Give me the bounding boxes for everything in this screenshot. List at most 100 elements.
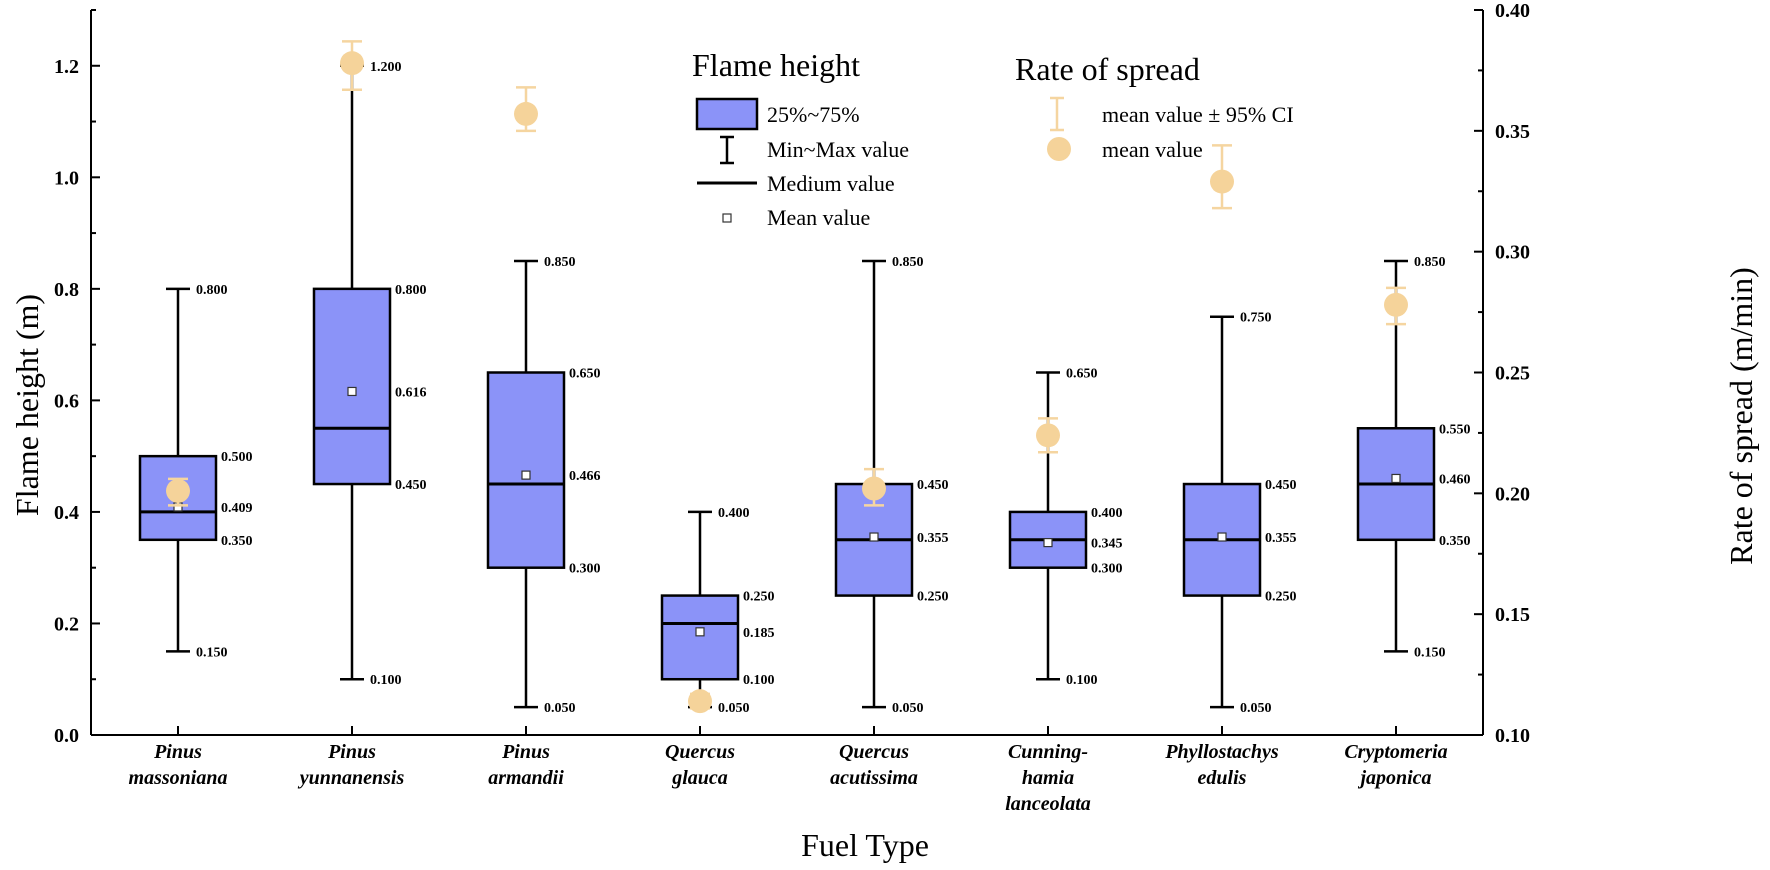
right-tick-label: 0.20 [1495,483,1530,505]
ros-mean-marker [166,478,190,503]
box-plot: 1.200 0.800 0.616 0.450 0.100 [312,60,427,688]
q1-label: 0.350 [221,534,253,549]
category-label: acutissima [830,767,918,789]
right-tick-label: 0.25 [1495,363,1530,385]
min-label: 0.100 [370,673,402,688]
right-tick-label: 0.40 [1495,0,1530,22]
right-tick-label: 0.15 [1495,604,1530,626]
q3-label: 0.450 [917,478,949,493]
box-plot: 0.750 0.450 0.355 0.250 0.050 [1182,311,1297,716]
ros-point [514,86,538,133]
mean-label: 0.460 [1439,472,1471,487]
ros-mean-marker [340,51,364,76]
left-tick-label: 0.4 [54,502,79,524]
ros-point [340,40,364,91]
max-label: 0.800 [196,283,228,298]
mean-marker [1391,473,1401,484]
iqr-box [312,287,392,486]
q3-label: 0.800 [395,283,427,298]
category-label: Quercus [665,741,735,763]
category-label: hamia [1022,767,1074,789]
q3-label: 0.500 [221,450,253,465]
iqr-box [660,594,740,681]
legend: Flame height 25%~75% Min~Max value Medium v… [692,47,1294,230]
q1-label: 0.250 [1265,590,1297,605]
mean-label: 0.185 [743,626,775,641]
max-label: 0.750 [1240,311,1272,326]
category-label: Quercus [839,741,909,763]
ros-mean-marker [862,476,886,501]
legend-mean-dot [1047,137,1071,161]
ros-point [1210,144,1234,210]
min-label: 0.100 [1066,673,1098,688]
left-tick-label: 1.2 [54,56,79,78]
q1-label: 0.100 [743,673,775,688]
box-plots: 0.800 0.500 0.409 0.350 0.150 1.200 0.800 0.616… [138,60,1471,716]
max-label: 0.400 [718,506,750,521]
mean-marker [695,627,705,637]
max-label: 0.850 [892,255,924,270]
q1-label: 0.350 [1439,534,1471,549]
category-label: Phyllostachys [1164,741,1279,763]
ros-mean-marker [1036,423,1060,448]
left-tick-label: 0.0 [54,725,79,747]
category-label: Pinus [501,741,550,763]
ros-mean-marker [1384,292,1408,317]
mean-label: 0.466 [569,469,601,484]
right-tick-label: 0.30 [1495,242,1530,264]
x-axis-title: Fuel Type [801,827,929,863]
q1-label: 0.300 [569,562,601,577]
q3-label: 0.450 [1265,478,1297,493]
ros-point [862,467,886,507]
mean-label: 0.409 [221,501,253,516]
ros-point [1384,286,1408,326]
right-tick-label: 0.35 [1495,121,1530,143]
y-axis-title-right: Rate of spread (m/min) [1723,267,1759,565]
q3-label: 0.550 [1439,422,1471,437]
left-tick-label: 1.0 [54,167,79,189]
legend-box-swatch [695,97,759,131]
ros-point [1036,417,1060,454]
iqr-box [486,371,566,569]
left-tick-label: 0.2 [54,613,79,635]
legend-item: mean value [1102,137,1203,162]
box-plot: 0.850 0.550 0.460 0.350 0.150 [1356,255,1471,660]
left-tick-label: 0.6 [54,390,79,412]
ros-point [688,689,712,714]
q3-label: 0.650 [569,367,601,382]
min-label: 0.050 [718,701,750,716]
q3-label: 0.400 [1091,506,1123,521]
mean-marker [347,386,357,397]
mean-marker [869,532,879,542]
box-plot: 0.850 0.650 0.466 0.300 0.050 [486,255,601,716]
category-label: glauca [671,767,728,789]
min-label: 0.150 [1414,645,1446,660]
max-label: 0.650 [1066,367,1098,382]
q1-label: 0.250 [917,590,949,605]
max-label: 1.200 [370,60,402,75]
flame-legend-title: Flame height [692,47,860,83]
category-label: Pinus [327,741,376,763]
right-tick-label: 0.10 [1495,725,1530,747]
category-label: japonica [1357,767,1431,789]
max-label: 0.850 [544,255,576,270]
max-label: 0.850 [1414,255,1446,270]
category-label: edulis [1198,767,1247,789]
ticks: 0.0 0.2 0.4 0.6 0.8 1.0 1.2 0.10 0.15 0.20 0.25 0.3… [54,0,1530,747]
ros-mean-marker [1210,169,1234,194]
rate-of-spread-markers [166,40,1408,714]
legend-item: Min~Max value [767,137,909,162]
mean-label: 0.616 [395,385,427,400]
ros-legend-title: Rate of spread [1015,51,1200,87]
box-plot: 0.650 0.400 0.345 0.300 0.100 [1008,367,1123,688]
category-label: yunnanensis [298,767,405,789]
category-label: armandii [488,767,564,789]
legend-mean-swatch [722,213,732,223]
mean-marker [1043,537,1053,548]
min-label: 0.150 [196,645,228,660]
mean-label: 0.345 [1091,537,1123,552]
q1-label: 0.300 [1091,562,1123,577]
legend-item: Mean value [767,205,870,230]
left-tick-label: 0.8 [54,279,79,301]
